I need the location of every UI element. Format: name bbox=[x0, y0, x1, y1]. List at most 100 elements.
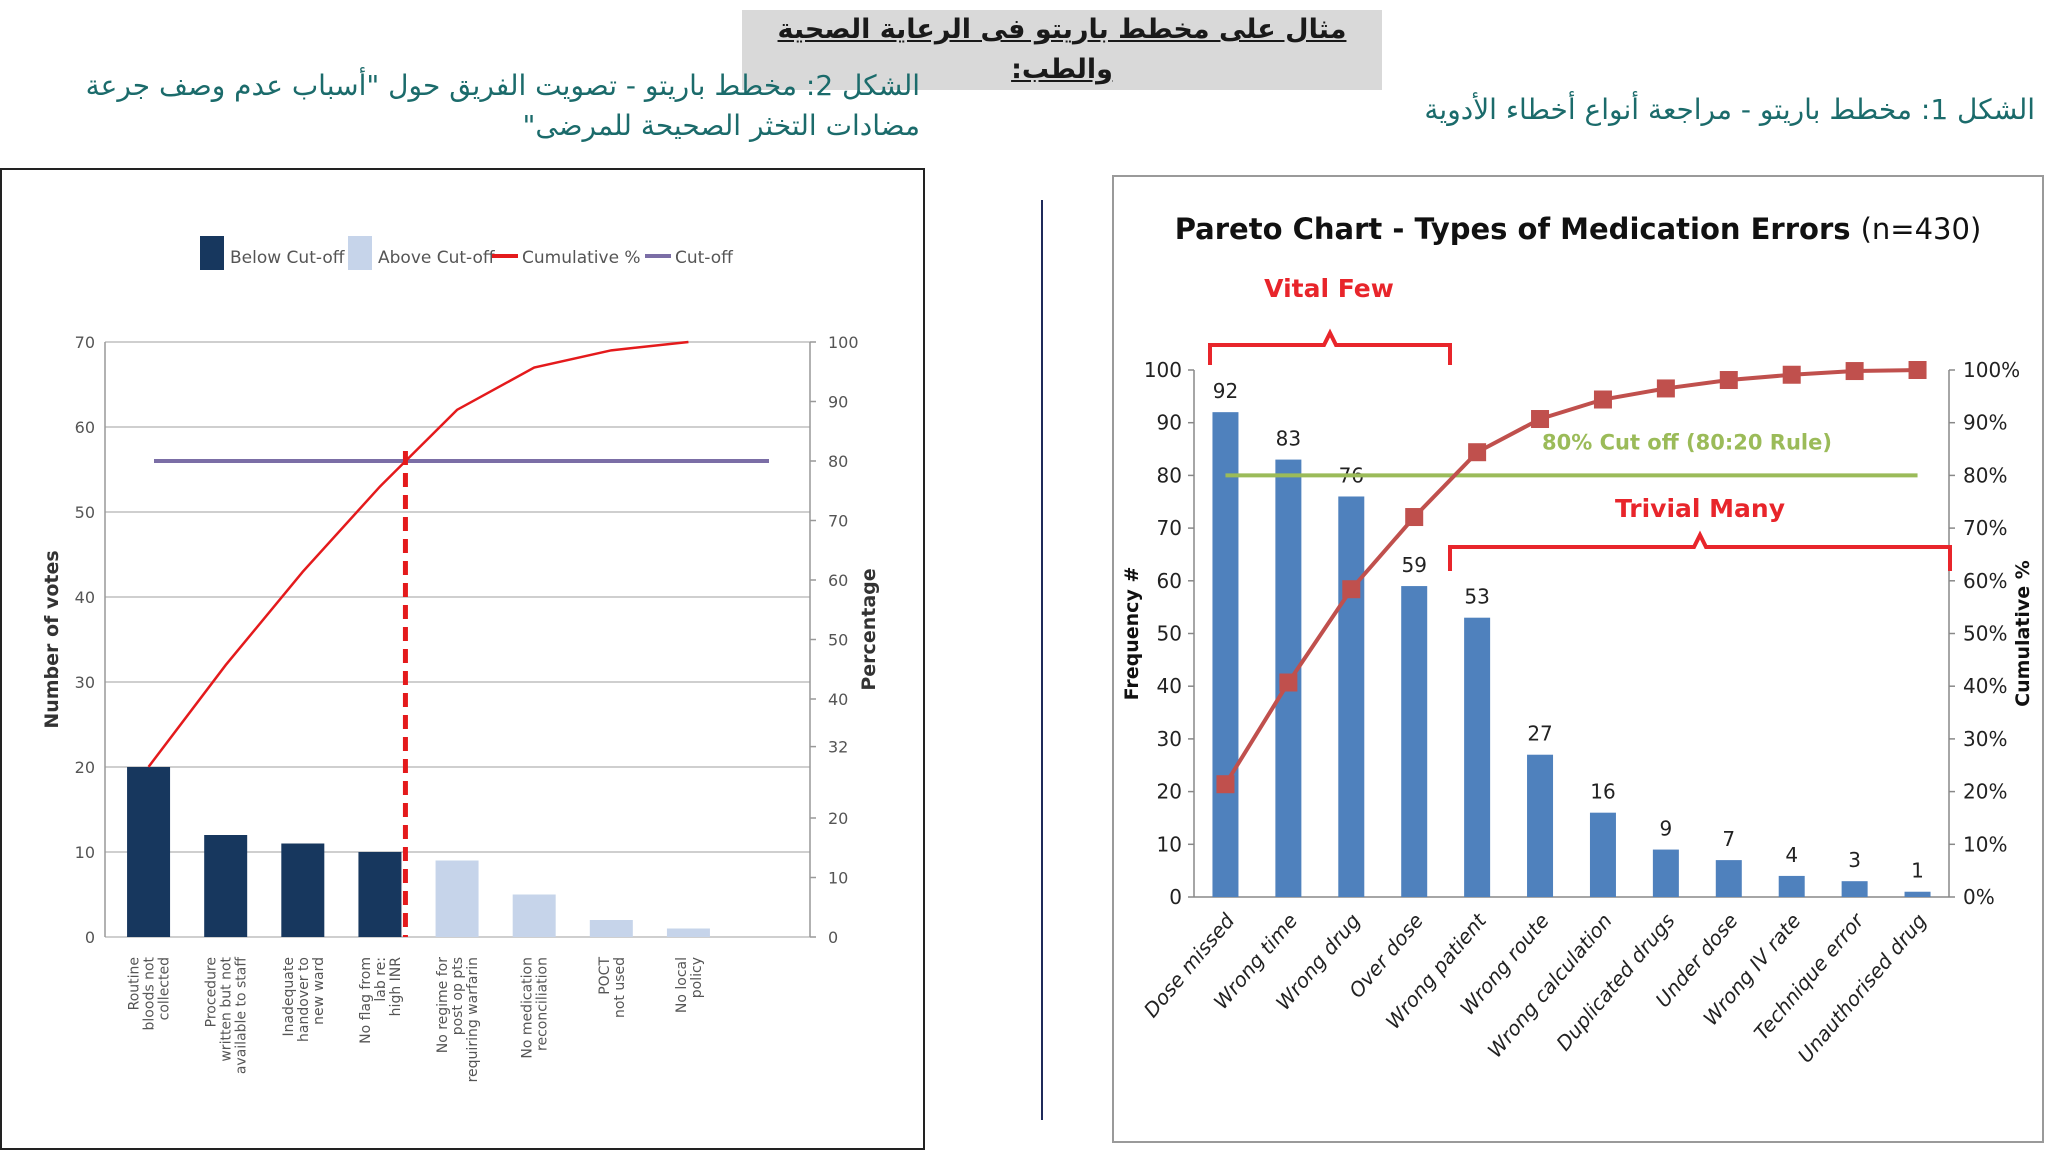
figure1-caption: الشكل 1: مخطط باريتو - مراجعة أنواع أخطا… bbox=[1424, 93, 2035, 126]
cutoff-label: 80% Cut off (80:20 Rule) bbox=[1542, 430, 1832, 454]
x-tick-label-line: post op pts bbox=[450, 957, 466, 1035]
x-tick-label-line: No regime for bbox=[435, 957, 451, 1054]
bar bbox=[281, 843, 325, 937]
data-label: 7 bbox=[1722, 827, 1735, 851]
x-tick-label-line: lab re: bbox=[373, 957, 389, 1002]
page-title: مثال على مخطط باريتو فى الرعاية الصحية و… bbox=[742, 10, 1382, 90]
y2-axis-title: Percentage bbox=[858, 568, 880, 690]
bar bbox=[1338, 496, 1365, 897]
bar bbox=[1401, 586, 1428, 897]
y-tick-label: 70 bbox=[1157, 516, 1182, 540]
x-tick-label-line: bloods not bbox=[142, 956, 158, 1030]
x-tick-label-line: handover to bbox=[296, 957, 312, 1042]
x-tick-label-line: POCT bbox=[597, 957, 613, 995]
cumulative-marker bbox=[1845, 362, 1864, 381]
y-tick-label: 30 bbox=[1157, 727, 1182, 751]
x-tick-label-line: available to staff bbox=[234, 957, 250, 1075]
y2-tick-label: 70 bbox=[828, 512, 848, 531]
x-tick-label: No local policy bbox=[674, 957, 705, 1013]
trivial-many-label: Trivial Many bbox=[1615, 494, 1785, 523]
bar bbox=[589, 920, 633, 937]
cumulative-marker bbox=[1782, 365, 1801, 384]
cumulative-marker bbox=[1342, 580, 1361, 599]
x-tick-label: Procedure written but not available to sta… bbox=[204, 956, 250, 1074]
vital-few-bracket bbox=[1208, 328, 1452, 365]
bar bbox=[1715, 860, 1742, 897]
x-tick-label: Inadequate handover to new ward bbox=[281, 957, 327, 1042]
y-tick-label: 30 bbox=[75, 673, 95, 692]
cumulative-marker bbox=[1468, 443, 1487, 462]
y-tick-label: 100 bbox=[1144, 358, 1182, 382]
bar bbox=[666, 928, 710, 937]
y-tick-label: 10 bbox=[75, 843, 95, 862]
y2-tick-label: 20% bbox=[1963, 780, 2007, 804]
y2-tick-label: 100% bbox=[1963, 358, 2020, 382]
x-tick-label: POCT not used bbox=[597, 957, 628, 1018]
vital-few-label: Vital Few bbox=[1264, 274, 1394, 303]
y2-tick-label: 70% bbox=[1963, 516, 2007, 540]
data-label: 53 bbox=[1464, 585, 1489, 609]
y-tick-label: 10 bbox=[1157, 832, 1182, 856]
y2-tick-label: 0 bbox=[828, 928, 838, 947]
data-label: 4 bbox=[1785, 843, 1798, 867]
bar bbox=[1778, 875, 1805, 897]
cumulative-marker bbox=[1279, 673, 1298, 692]
y2-tick-label: 30% bbox=[1963, 727, 2007, 751]
y2-tick-label: 80 bbox=[828, 452, 848, 471]
cumulative-marker bbox=[1656, 379, 1675, 398]
y-axis-title: Frequency # bbox=[1121, 567, 1143, 701]
x-tick-label-line: not used bbox=[612, 957, 628, 1018]
bar bbox=[358, 852, 402, 937]
data-label: 3 bbox=[1848, 848, 1861, 872]
y-tick-label: 0 bbox=[85, 928, 95, 947]
cumulative-marker bbox=[1531, 410, 1550, 429]
x-tick-label: Technique error bbox=[1749, 907, 1870, 1044]
y-tick-label: 20 bbox=[1157, 780, 1182, 804]
y-tick-label: 80 bbox=[1157, 463, 1182, 487]
bar bbox=[512, 894, 556, 937]
chart-title-n: (n=430) bbox=[1861, 212, 1982, 246]
y2-tick-label: 90% bbox=[1963, 411, 2007, 435]
bar bbox=[127, 767, 171, 937]
data-label: 59 bbox=[1401, 553, 1426, 577]
x-tick-label-line: Routine bbox=[127, 957, 143, 1010]
y-tick-label: 50 bbox=[1157, 622, 1182, 646]
y-tick-label: 40 bbox=[75, 588, 95, 607]
cumulative-marker bbox=[1593, 390, 1612, 409]
y2-axis-title: Cumulative % bbox=[2012, 560, 2034, 707]
bar bbox=[1904, 891, 1931, 897]
chart-title: Pareto Chart - Types of Medication Error… bbox=[1175, 212, 1982, 246]
legend-label: Cut-off bbox=[675, 248, 734, 268]
y2-tick-label: 100 bbox=[828, 333, 859, 352]
x-tick-label: No regime for post op pts requiring warfar… bbox=[435, 957, 481, 1083]
y2-tick-label: 10% bbox=[1963, 832, 2007, 856]
y-tick-label: 40 bbox=[1157, 674, 1182, 698]
y-tick-label: 0 bbox=[1169, 885, 1182, 909]
data-label: 27 bbox=[1527, 722, 1552, 746]
figure2-caption: الشكل 2: مخطط باريتو - تصويت الفريق حول … bbox=[85, 69, 920, 142]
bar bbox=[1212, 412, 1239, 897]
y-tick-label: 70 bbox=[75, 333, 95, 352]
medication-errors-pareto-svg: Pareto Chart - Types of Medication Error… bbox=[1121, 212, 2034, 1067]
data-label: 16 bbox=[1590, 780, 1615, 804]
data-label: 1 bbox=[1911, 859, 1924, 883]
y2-tick-label: 90 bbox=[828, 393, 848, 412]
legend-swatch bbox=[200, 236, 224, 270]
legend: Below Cut-off Above Cut-off Cumulative % Cu… bbox=[200, 236, 734, 270]
y2-tick-label: 10 bbox=[828, 869, 848, 888]
y-axis-title: Number of votes bbox=[41, 550, 63, 728]
chart-title-main: Pareto Chart - Types of Medication Error… bbox=[1175, 212, 1861, 246]
y2-tick-label: 50 bbox=[828, 631, 848, 650]
x-tick-label-line: high INR bbox=[388, 957, 404, 1017]
y2-tick-label: 60% bbox=[1963, 569, 2007, 593]
x-tick-label-line: new ward bbox=[311, 957, 327, 1025]
y-tick-label: 50 bbox=[75, 503, 95, 522]
x-tick-label-line: policy bbox=[689, 957, 705, 998]
bar bbox=[1652, 849, 1679, 897]
y-tick-label: 90 bbox=[1157, 411, 1182, 435]
x-tick-label: No flag from lab re: high INR bbox=[358, 957, 404, 1044]
trivial-many-bracket bbox=[1448, 530, 1952, 571]
y2-tick-label: 50% bbox=[1963, 622, 2007, 646]
y2-tick-label: 20 bbox=[828, 809, 848, 828]
x-tick-label-line: No medication bbox=[520, 957, 536, 1059]
